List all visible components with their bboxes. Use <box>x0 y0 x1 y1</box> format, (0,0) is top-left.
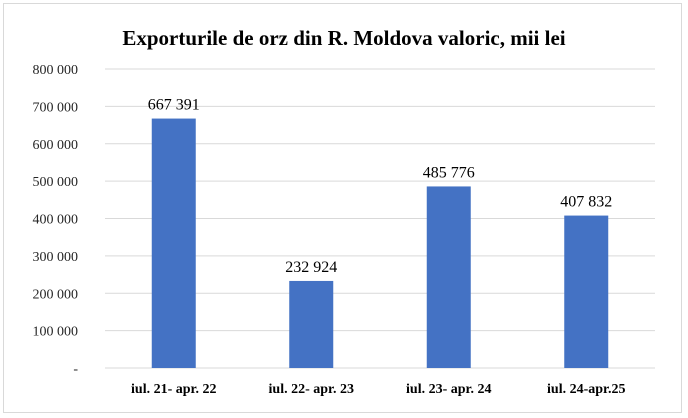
y-tick-label: - <box>73 362 78 377</box>
y-axis: - 100 000 200 000 300 000 400 000 500 000 600 … <box>33 63 79 377</box>
data-label: 667 391 <box>148 97 200 114</box>
y-tick-label: 100 000 <box>33 325 79 340</box>
data-label: 407 832 <box>560 194 612 211</box>
bar <box>426 186 471 368</box>
x-tick-label: iul. 24-apr.25 <box>547 382 625 397</box>
data-label: 485 776 <box>423 164 475 181</box>
bar <box>289 280 334 368</box>
y-tick-label: 600 000 <box>33 138 79 153</box>
y-tick-label: 200 000 <box>33 287 79 302</box>
y-tick-label: 500 000 <box>33 175 79 190</box>
gridlines <box>105 68 655 369</box>
y-tick-label: 800 000 <box>33 63 79 78</box>
data-label: 232 924 <box>285 259 337 276</box>
x-axis: iul. 21- apr. 22 iul. 22- apr. 23 iul. 23-… <box>131 382 625 397</box>
x-tick-label: iul. 23- apr. 24 <box>406 382 491 397</box>
bars <box>151 118 609 368</box>
bar <box>151 118 196 368</box>
chart-title: Exporturile de orz din R. Moldova valori… <box>122 26 565 50</box>
data-labels: 667 391 232 924 485 776 407 832 <box>148 97 613 276</box>
y-tick-label: 300 000 <box>33 250 79 265</box>
x-tick-label: iul. 21- apr. 22 <box>131 382 216 397</box>
y-tick-label: 700 000 <box>33 100 79 115</box>
x-tick-label: iul. 22- apr. 23 <box>269 382 354 397</box>
bar <box>564 215 609 368</box>
y-tick-label: 400 000 <box>33 213 79 228</box>
